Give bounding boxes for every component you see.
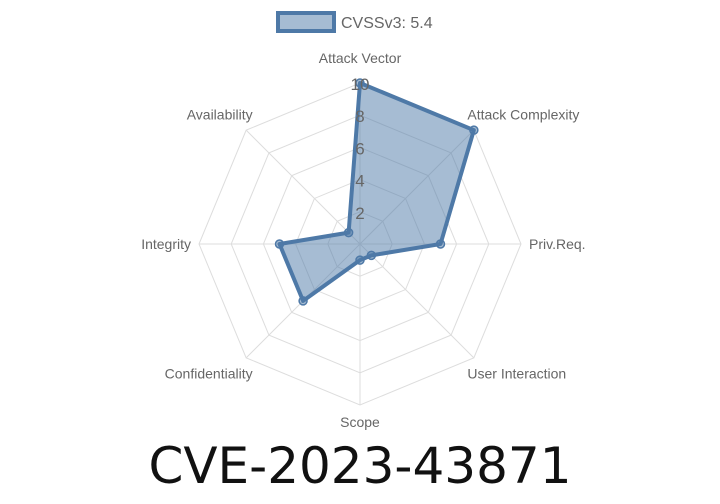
legend-label: CVSSv3: 5.4 xyxy=(341,15,433,32)
data-point xyxy=(274,239,285,249)
axis-label: User Interaction xyxy=(467,365,566,381)
data-point xyxy=(469,125,479,135)
data-point xyxy=(355,255,365,265)
axis-label: Priv.Req. xyxy=(529,236,586,252)
data-point xyxy=(366,250,377,261)
data-point xyxy=(435,239,446,249)
axis-label: Confidentiality xyxy=(165,365,253,381)
legend-swatch xyxy=(276,11,336,33)
axis-label: Attack Complexity xyxy=(467,107,579,123)
data-point xyxy=(343,227,354,238)
axis-label: Scope xyxy=(340,414,380,430)
axis-label: Attack Vector xyxy=(319,50,402,66)
axis-label: Availability xyxy=(187,107,253,123)
tick-label: 4 xyxy=(355,172,364,191)
tick-label: 6 xyxy=(355,139,364,158)
axis-label: Integrity xyxy=(141,236,191,252)
grid-spoke xyxy=(245,129,361,245)
cve-title: CVE-2023-43871 xyxy=(148,437,572,495)
tick-label: 10 xyxy=(351,75,370,94)
data-point xyxy=(298,296,308,306)
grid-spoke xyxy=(359,243,475,359)
data-point xyxy=(355,78,365,88)
tick-label: 8 xyxy=(355,107,364,126)
tick-label: 2 xyxy=(355,204,364,223)
